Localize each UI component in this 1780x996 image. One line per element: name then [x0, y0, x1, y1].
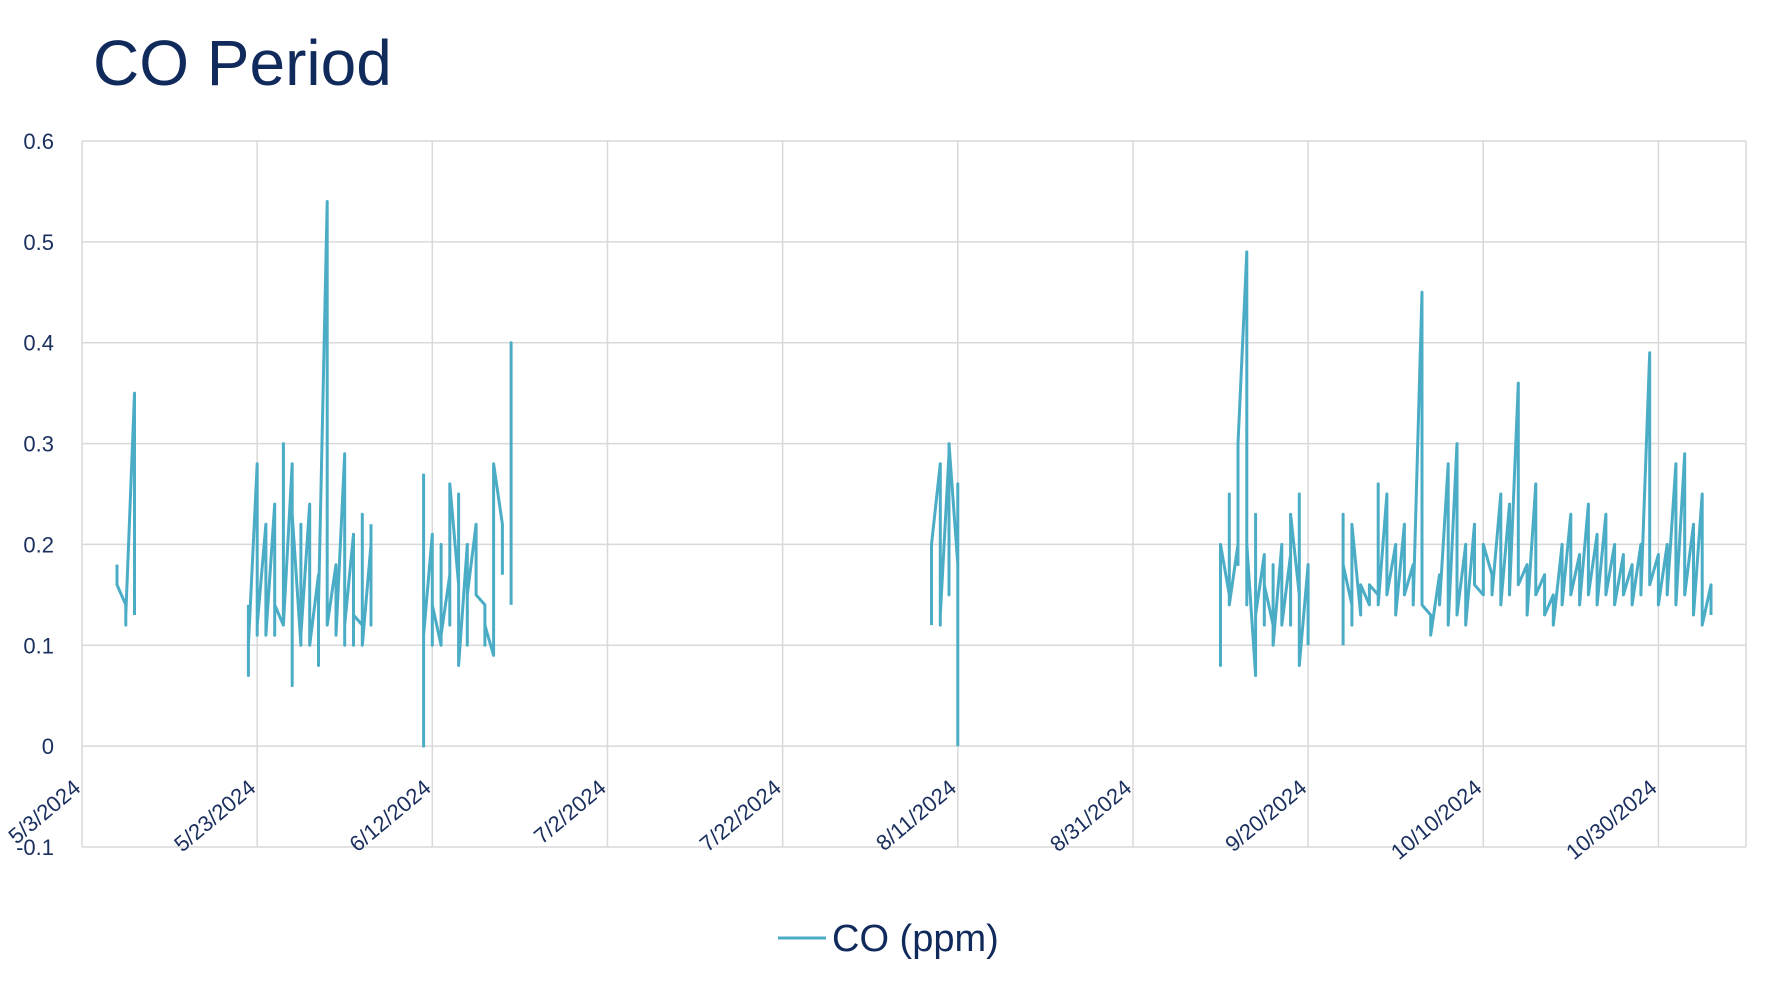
- y-tick-label: 0.5: [23, 230, 54, 255]
- x-tick-label: 8/31/2024: [1045, 775, 1136, 857]
- x-tick-label: 6/12/2024: [344, 775, 435, 857]
- y-tick-label: 0.1: [23, 633, 54, 658]
- y-tick-label: 0.2: [23, 532, 54, 557]
- chart-title: CO Period: [93, 27, 392, 99]
- x-tick-label: 7/22/2024: [695, 775, 786, 857]
- x-axis-ticks: 5/3/2024 5/23/2024 6/12/2024 7/2/2024 7/22/2…: [4, 775, 1662, 865]
- series-line-segment: [422, 462, 504, 748]
- series-group: [115, 200, 1713, 748]
- series-line-segment: [1219, 250, 1310, 677]
- grid: [81, 140, 1747, 848]
- x-tick-label: 7/2/2024: [529, 775, 611, 849]
- y-tick-label: 0.6: [23, 129, 54, 154]
- series-line-segment: [246, 200, 373, 688]
- x-tick-label: 10/30/2024: [1561, 775, 1661, 865]
- y-axis-ticks: -0.1 0 0.1 0.2 0.3 0.4 0.5 0.6: [16, 129, 54, 860]
- series-line-segment: [1341, 290, 1713, 646]
- x-tick-label: 10/10/2024: [1386, 775, 1486, 865]
- y-tick-label: 0.4: [23, 331, 54, 356]
- x-tick-label: 5/23/2024: [169, 775, 260, 857]
- legend: CO (ppm): [778, 918, 999, 960]
- legend-label: CO (ppm): [832, 918, 999, 960]
- x-tick-label: 9/20/2024: [1220, 775, 1311, 857]
- y-tick-label: -0.1: [16, 835, 54, 860]
- x-tick-label: 8/11/2024: [871, 775, 961, 856]
- y-tick-label: 0.3: [23, 432, 54, 457]
- y-tick-label: 0: [42, 734, 54, 759]
- series-line-segment: [115, 391, 136, 627]
- series-line-segment: [930, 442, 960, 747]
